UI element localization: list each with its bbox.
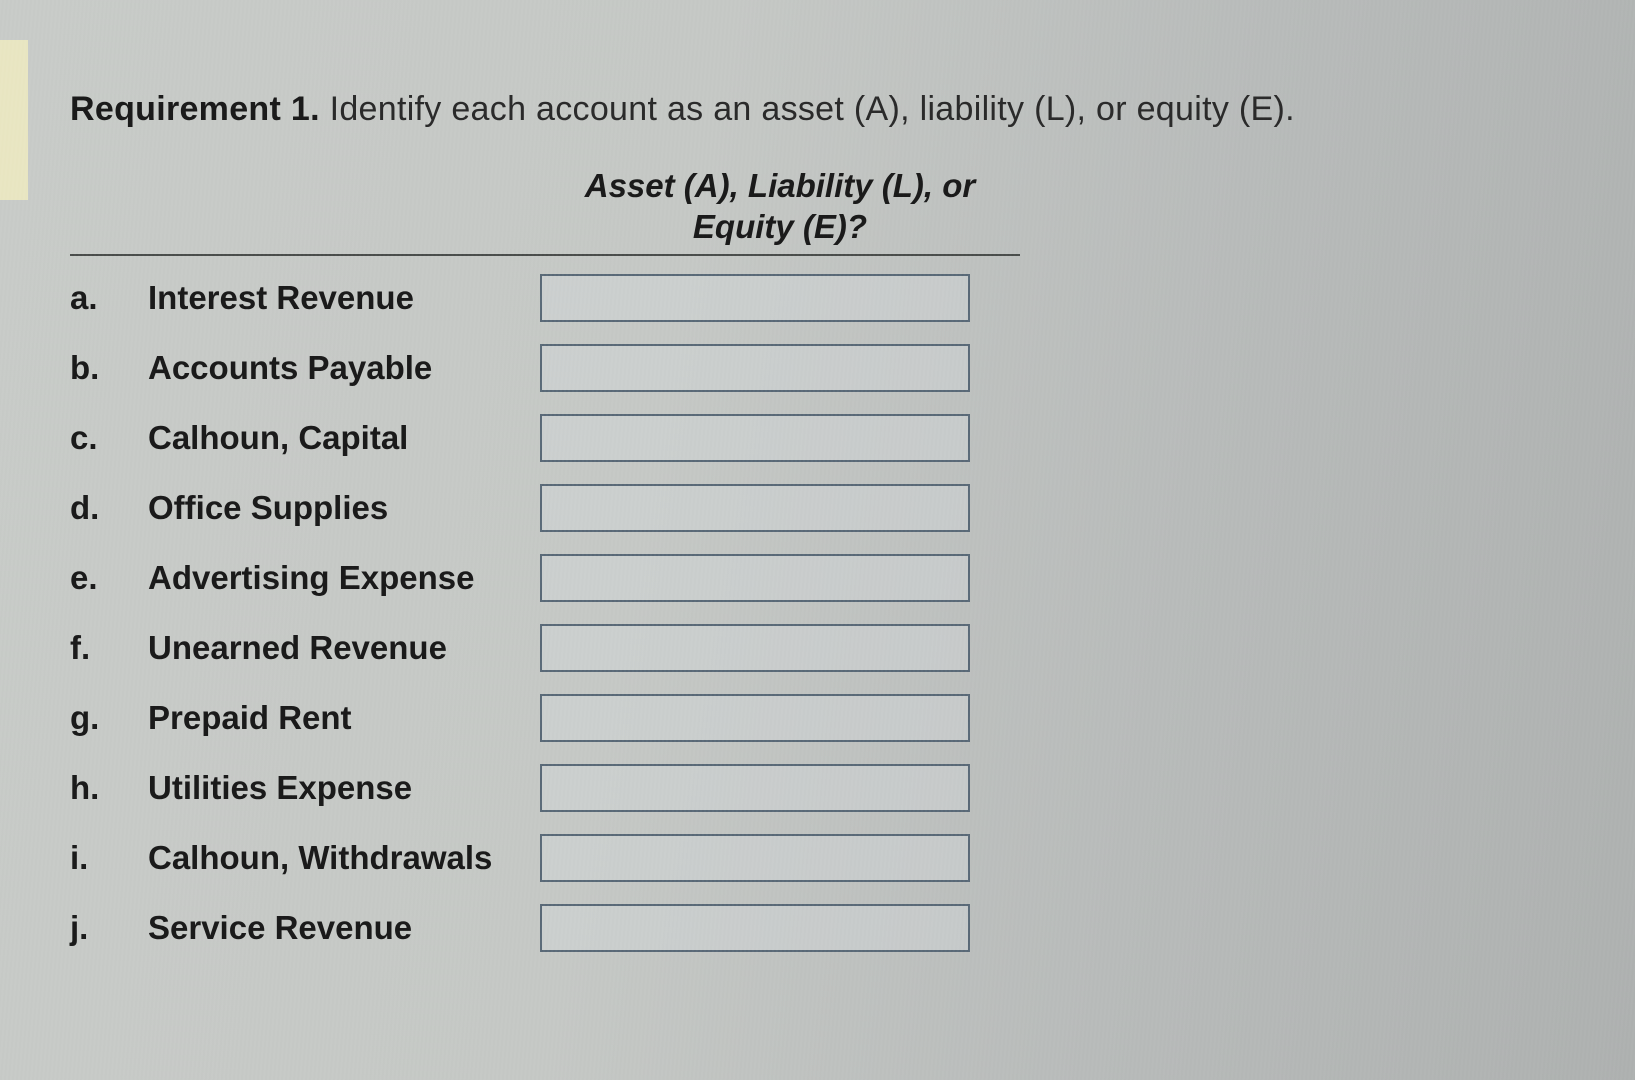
answer-input[interactable]: [540, 414, 970, 462]
answer-cell: [540, 904, 1020, 952]
account-name: Calhoun, Capital: [130, 419, 540, 457]
answer-cell: [540, 344, 1020, 392]
account-name: Accounts Payable: [130, 349, 540, 387]
classification-table: Asset (A), Liability (L), or Equity (E)?…: [70, 165, 1020, 952]
table-row: d.Office Supplies: [70, 484, 1020, 532]
answer-input[interactable]: [540, 274, 970, 322]
question-content: Requirement 1. Identify each account as …: [70, 90, 1575, 974]
answer-cell: [540, 624, 1020, 672]
answer-input[interactable]: [540, 344, 970, 392]
row-letter: h.: [70, 769, 130, 807]
page-tab-marker: [0, 40, 28, 200]
answer-input[interactable]: [540, 694, 970, 742]
table-row: c.Calhoun, Capital: [70, 414, 1020, 462]
account-name: Calhoun, Withdrawals: [130, 839, 540, 877]
answer-column-header-line1: Asset (A), Liability (L), or: [585, 167, 976, 204]
answer-input[interactable]: [540, 554, 970, 602]
answer-cell: [540, 694, 1020, 742]
requirement-text: Identify each account as an asset (A), l…: [330, 90, 1295, 128]
account-name: Service Revenue: [130, 909, 540, 947]
table-row: i.Calhoun, Withdrawals: [70, 834, 1020, 882]
answer-cell: [540, 484, 1020, 532]
answer-cell: [540, 834, 1020, 882]
answer-cell: [540, 414, 1020, 462]
requirement-line: Requirement 1. Identify each account as …: [70, 90, 1575, 129]
answer-cell: [540, 274, 1020, 322]
row-letter: i.: [70, 839, 130, 877]
answer-input[interactable]: [540, 484, 970, 532]
account-name: Advertising Expense: [130, 559, 540, 597]
account-name: Unearned Revenue: [130, 629, 540, 667]
answer-cell: [540, 764, 1020, 812]
answer-column-header-line2: Equity (E)?: [693, 208, 867, 245]
table-row: g.Prepaid Rent: [70, 694, 1020, 742]
account-name: Interest Revenue: [130, 279, 540, 317]
table-row: h.Utilities Expense: [70, 764, 1020, 812]
row-letter: e.: [70, 559, 130, 597]
account-name: Utilities Expense: [130, 769, 540, 807]
answer-column-header: Asset (A), Liability (L), or Equity (E)?: [540, 165, 1020, 248]
table-row: b.Accounts Payable: [70, 344, 1020, 392]
row-letter: a.: [70, 279, 130, 317]
row-letter: b.: [70, 349, 130, 387]
row-letter: g.: [70, 699, 130, 737]
table-header-row: Asset (A), Liability (L), or Equity (E)?: [70, 165, 1020, 256]
requirement-label: Requirement 1.: [70, 90, 320, 128]
answer-cell: [540, 554, 1020, 602]
table-row: f.Unearned Revenue: [70, 624, 1020, 672]
row-letter: j.: [70, 909, 130, 947]
answer-input[interactable]: [540, 764, 970, 812]
account-name: Office Supplies: [130, 489, 540, 527]
table-row: a.Interest Revenue: [70, 274, 1020, 322]
row-letter: f.: [70, 629, 130, 667]
answer-input[interactable]: [540, 834, 970, 882]
table-row: j.Service Revenue: [70, 904, 1020, 952]
answer-input[interactable]: [540, 904, 970, 952]
row-letter: d.: [70, 489, 130, 527]
answer-input[interactable]: [540, 624, 970, 672]
account-name: Prepaid Rent: [130, 699, 540, 737]
table-row: e.Advertising Expense: [70, 554, 1020, 602]
row-letter: c.: [70, 419, 130, 457]
